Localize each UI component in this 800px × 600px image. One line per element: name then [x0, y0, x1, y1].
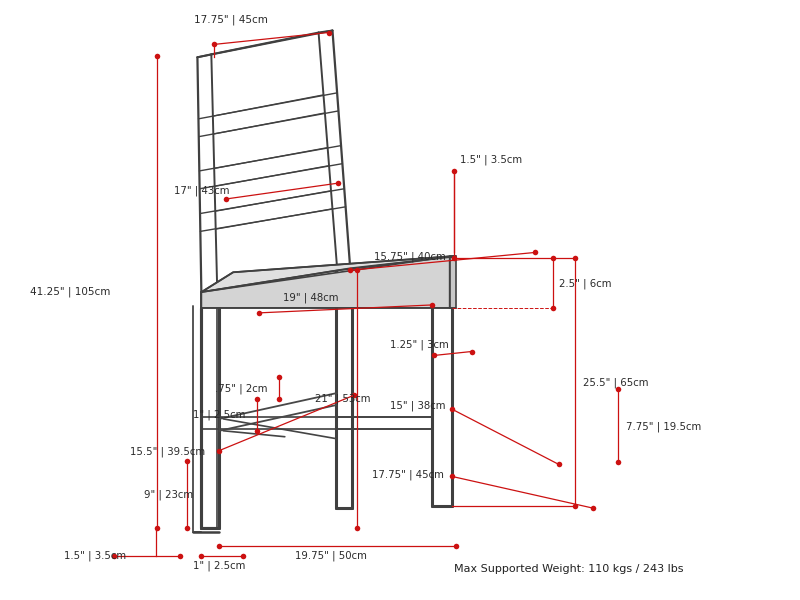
Text: 7.75" | 19.5cm: 7.75" | 19.5cm	[626, 422, 702, 432]
Text: 9" | 23cm: 9" | 23cm	[144, 490, 193, 500]
Text: .75" | 2cm: .75" | 2cm	[215, 384, 268, 394]
Polygon shape	[202, 256, 450, 308]
Text: 17.75" | 45cm: 17.75" | 45cm	[372, 469, 444, 479]
Text: 1" | 2.5cm: 1" | 2.5cm	[194, 560, 246, 571]
Text: 2.5" | 6cm: 2.5" | 6cm	[559, 279, 611, 289]
Polygon shape	[202, 256, 456, 292]
Text: 1" | 2.5cm: 1" | 2.5cm	[194, 410, 246, 420]
Text: 25.5" | 65cm: 25.5" | 65cm	[582, 378, 648, 388]
Text: Max Supported Weight: 110 kgs / 243 lbs: Max Supported Weight: 110 kgs / 243 lbs	[454, 565, 683, 574]
Text: 1.5" | 3.5cm: 1.5" | 3.5cm	[459, 154, 522, 164]
Text: 1.5" | 3.5cm: 1.5" | 3.5cm	[64, 550, 126, 561]
Text: 41.25" | 105cm: 41.25" | 105cm	[30, 287, 110, 298]
Text: 15" | 38cm: 15" | 38cm	[390, 401, 446, 411]
Text: 17.75" | 45cm: 17.75" | 45cm	[194, 14, 268, 25]
Text: 15.5" | 39.5cm: 15.5" | 39.5cm	[130, 446, 206, 457]
Text: 17" | 43cm: 17" | 43cm	[174, 186, 229, 196]
Polygon shape	[450, 256, 456, 308]
Text: 19.75" | 50cm: 19.75" | 50cm	[294, 550, 366, 561]
Text: 21" | 53cm: 21" | 53cm	[314, 394, 370, 404]
Text: 15.75" | 40cm: 15.75" | 40cm	[374, 251, 446, 262]
Text: 19" | 48cm: 19" | 48cm	[283, 293, 338, 303]
Text: 1.25" | 3cm: 1.25" | 3cm	[390, 340, 449, 350]
